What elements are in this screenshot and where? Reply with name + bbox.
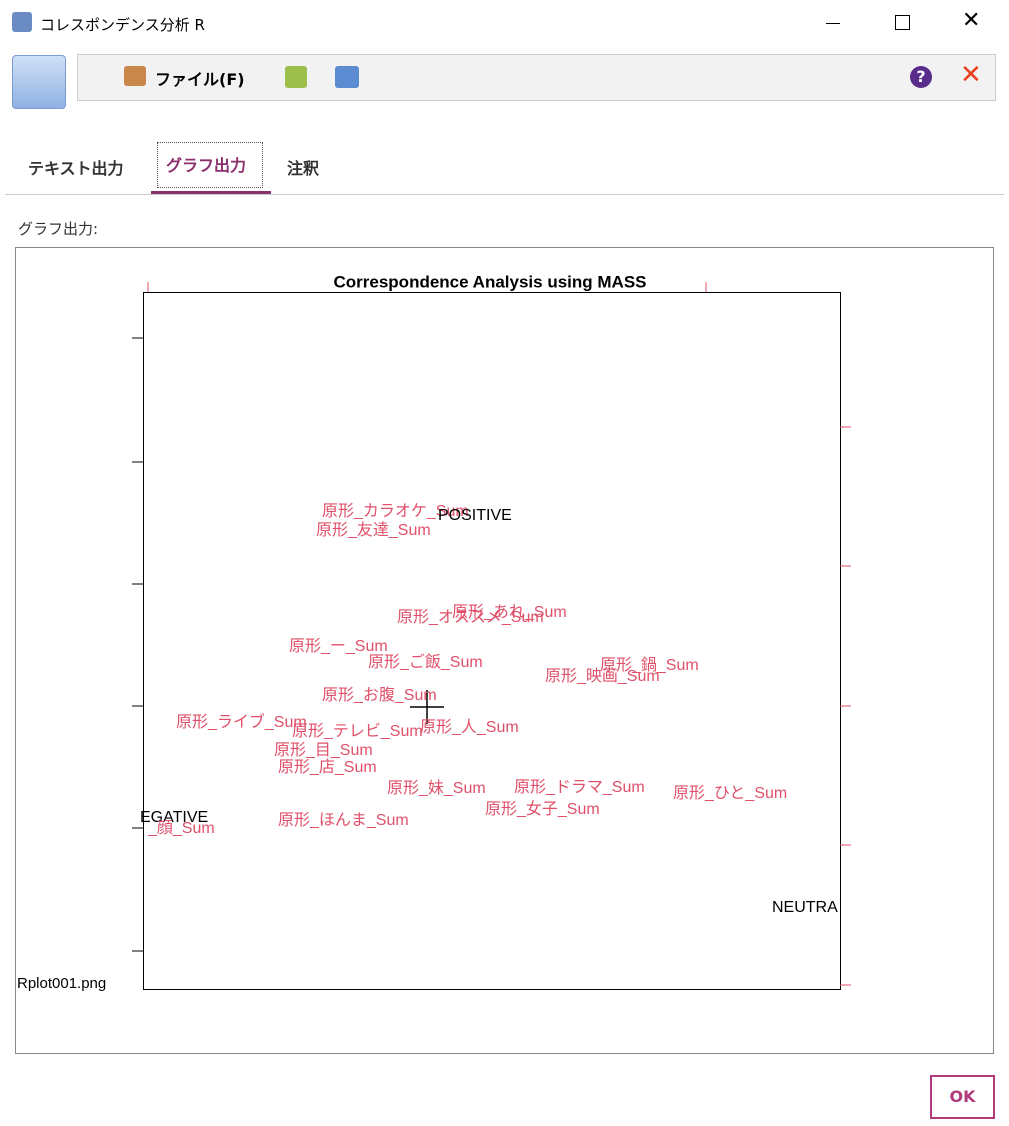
point-label: 原形_ライブ_Sum: [176, 712, 307, 731]
app-icon: [12, 12, 32, 32]
point-label: 原形_あれ_Sum: [452, 603, 567, 621]
point-label: 原形_店_Sum: [278, 758, 377, 776]
output-label: グラフ出力:: [18, 220, 99, 238]
tab-active[interactable]: グラフ出力: [166, 156, 247, 175]
point-label: NEUTRA: [772, 899, 838, 916]
point-label: EGATIVE: [140, 809, 208, 826]
close-button[interactable]: ✕: [962, 8, 981, 33]
point-label: 原形_カラオケ_Sum: [322, 502, 469, 520]
point-label: 原形_友達_Sum: [316, 521, 431, 539]
point-label: 原形_お腹_Sum: [322, 686, 437, 704]
tab-focus: [157, 142, 263, 188]
point-label: 原形_目_Sum: [274, 741, 373, 759]
point-label: 原形_鍋_Sum: [600, 656, 699, 674]
point-label: 原形_ー_Sum: [289, 637, 388, 655]
point-label: _顔_Sum: [147, 819, 215, 837]
export-button[interactable]: [285, 66, 307, 88]
file-menu[interactable]: ファイル(F): [155, 70, 245, 89]
minimize-button[interactable]: [826, 23, 840, 24]
ok-button[interactable]: OK: [930, 1075, 995, 1119]
point-label: 原形_ドラマ_Sum: [514, 778, 645, 796]
point-label: 原形_ほんま_Sum: [278, 811, 409, 829]
menu-button[interactable]: [12, 55, 66, 109]
point-label: 原形_ひと_Sum: [673, 784, 787, 802]
separator: [5, 194, 1004, 195]
window-title: コレスポンデンス分析 R: [40, 16, 205, 34]
plot-title: Correspondence Analysis using MASS: [334, 272, 647, 291]
maximize-button[interactable]: [895, 15, 910, 30]
print-button[interactable]: [335, 66, 359, 88]
point-label: 原形_人_Sum: [420, 718, 519, 736]
plot-frame: [143, 292, 841, 990]
file-icon: [124, 66, 146, 86]
crosshair: [410, 690, 444, 724]
toolbar: [77, 54, 996, 101]
exit-button[interactable]: ✕: [960, 60, 982, 90]
help-button[interactable]: ?: [910, 66, 932, 88]
file-name: Rplot001.png: [17, 975, 106, 992]
point-label: POSITIVE: [438, 507, 512, 524]
tab[interactable]: テキスト出力: [28, 159, 124, 178]
point-label: 原形_オススメ_Sum: [397, 608, 544, 626]
tab[interactable]: 注釈: [287, 159, 320, 178]
point-label: 原形_テレビ_Sum: [292, 722, 423, 740]
point-label: 原形_映画_Sum: [545, 667, 660, 685]
tab-underline: [151, 191, 271, 194]
point-label: 原形_女子_Sum: [485, 799, 600, 818]
point-label: 原形_妹_Sum: [387, 779, 486, 797]
image-frame: [15, 247, 994, 1054]
point-label: 原形_ご飯_Sum: [368, 653, 483, 671]
